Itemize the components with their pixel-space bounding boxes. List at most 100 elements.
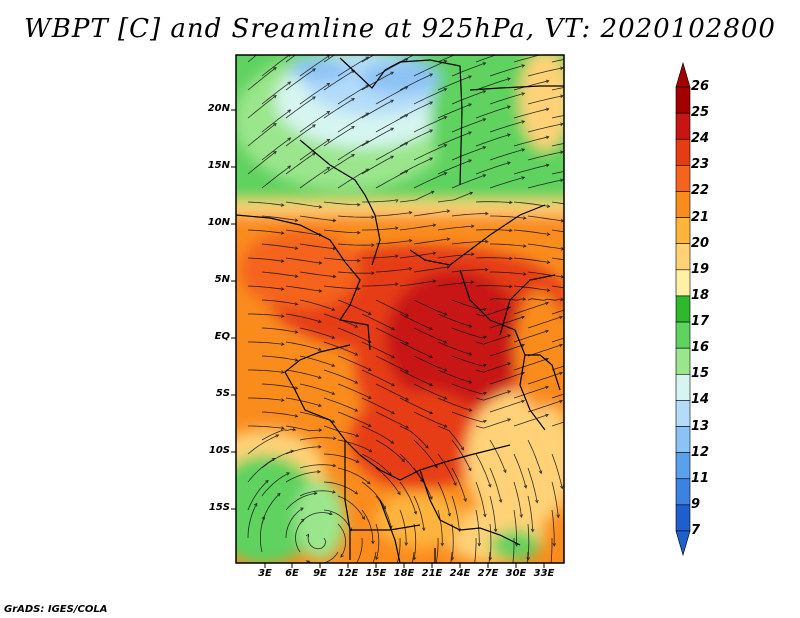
streamline-arrow [526, 557, 531, 561]
streamline [261, 355, 298, 361]
lon-label: 18E [393, 568, 415, 579]
streamline-arrow [328, 511, 333, 515]
streamline [299, 83, 330, 105]
streamline-arrow [485, 239, 489, 244]
streamline-arrow [507, 334, 512, 338]
streamline [490, 271, 526, 275]
lon-label: 9E [313, 568, 327, 579]
streamline-arrow [359, 581, 362, 584]
lat-label: 5S [215, 388, 230, 399]
streamline [527, 439, 542, 474]
streamline-arrow [559, 315, 564, 320]
streamline-arrow [391, 382, 396, 387]
streamline [362, 255, 398, 259]
streamline-arrow [446, 237, 451, 241]
streamline [489, 316, 525, 329]
streamline-arrow [444, 584, 447, 587]
streamline-arrow [351, 97, 355, 102]
streamline-arrow [280, 287, 285, 291]
colorbar-label: 22 [691, 183, 710, 199]
streamline [248, 425, 284, 429]
streamline [285, 229, 322, 236]
streamline-arrow [367, 423, 372, 427]
streamline-arrow [275, 434, 280, 438]
streamline-arrow [545, 135, 550, 140]
streamline-arrow [408, 211, 413, 215]
streamline [337, 299, 372, 315]
colorbar-swatch [675, 295, 691, 323]
streamline [261, 327, 298, 333]
streamline [323, 55, 336, 63]
streamline [375, 439, 405, 462]
streamline [437, 55, 456, 63]
streamline [337, 467, 371, 485]
streamline-arrow [294, 386, 299, 390]
streamline-arrow [545, 107, 550, 112]
streamline [285, 285, 322, 292]
streamline [285, 492, 317, 511]
streamline-arrow [576, 471, 579, 474]
streamline [451, 383, 487, 395]
streamline-arrow [371, 215, 375, 219]
streamline-arrow [503, 469, 507, 474]
colorbar-swatch [675, 191, 691, 218]
streamline [551, 365, 564, 371]
streamline-arrow [394, 282, 399, 287]
lon-label: 6E [285, 568, 299, 579]
streamline [451, 269, 488, 273]
streamline-arrow [318, 428, 323, 432]
streamline-arrow [405, 369, 409, 373]
streamline [375, 299, 409, 317]
streamline-arrow [404, 86, 409, 90]
streamline-arrow [599, 69, 602, 72]
streamline [323, 369, 358, 384]
streamline-arrow [394, 254, 399, 259]
lat-label: 15S [208, 502, 230, 513]
streamline-arrow [535, 499, 539, 504]
streamline [323, 425, 359, 437]
streamline-arrow [545, 301, 550, 306]
streamline [437, 313, 472, 327]
streamline-arrow [538, 470, 543, 475]
streamline-arrow [305, 533, 310, 538]
colorbar-swatch [675, 269, 691, 297]
lon-label: 33E [533, 568, 555, 579]
streamline-arrow [585, 54, 588, 57]
streamline-arrow [468, 324, 473, 328]
streamline-arrow [351, 125, 355, 130]
streamline-arrow [560, 66, 564, 71]
colorbar-swatch [675, 347, 691, 375]
streamline-arrow [597, 344, 600, 347]
streamline-arrow [585, 82, 588, 85]
streamline [513, 509, 517, 546]
streamline-arrow [583, 358, 586, 361]
lon-label: 24E [449, 568, 471, 579]
streamline [248, 369, 284, 373]
streamline [437, 481, 451, 516]
colorbar-swatch [675, 112, 691, 140]
streamline [527, 271, 564, 278]
streamline [475, 334, 511, 345]
colorbar-label: 26 [691, 79, 710, 94]
streamline [451, 62, 486, 77]
streamline-arrow [561, 585, 564, 588]
streamline-arrow [287, 109, 292, 113]
streamline-arrow [375, 556, 379, 561]
streamline-arrow [477, 542, 482, 547]
colorbar-label: 15 [691, 366, 710, 382]
streamline [323, 453, 359, 463]
streamline [299, 243, 336, 250]
streamline-arrow [401, 458, 406, 463]
streamline [527, 67, 564, 77]
streamline [399, 425, 429, 449]
streamline-arrow [254, 502, 258, 507]
streamline [437, 159, 472, 175]
streamline [248, 341, 284, 345]
streamline [299, 271, 336, 278]
streamline [285, 341, 322, 351]
colorbar-label: 25 [691, 105, 710, 121]
colorbar-swatch [675, 243, 691, 271]
streamline-arrow [277, 492, 281, 497]
streamline-arrow [351, 153, 355, 158]
streamline [527, 467, 538, 503]
